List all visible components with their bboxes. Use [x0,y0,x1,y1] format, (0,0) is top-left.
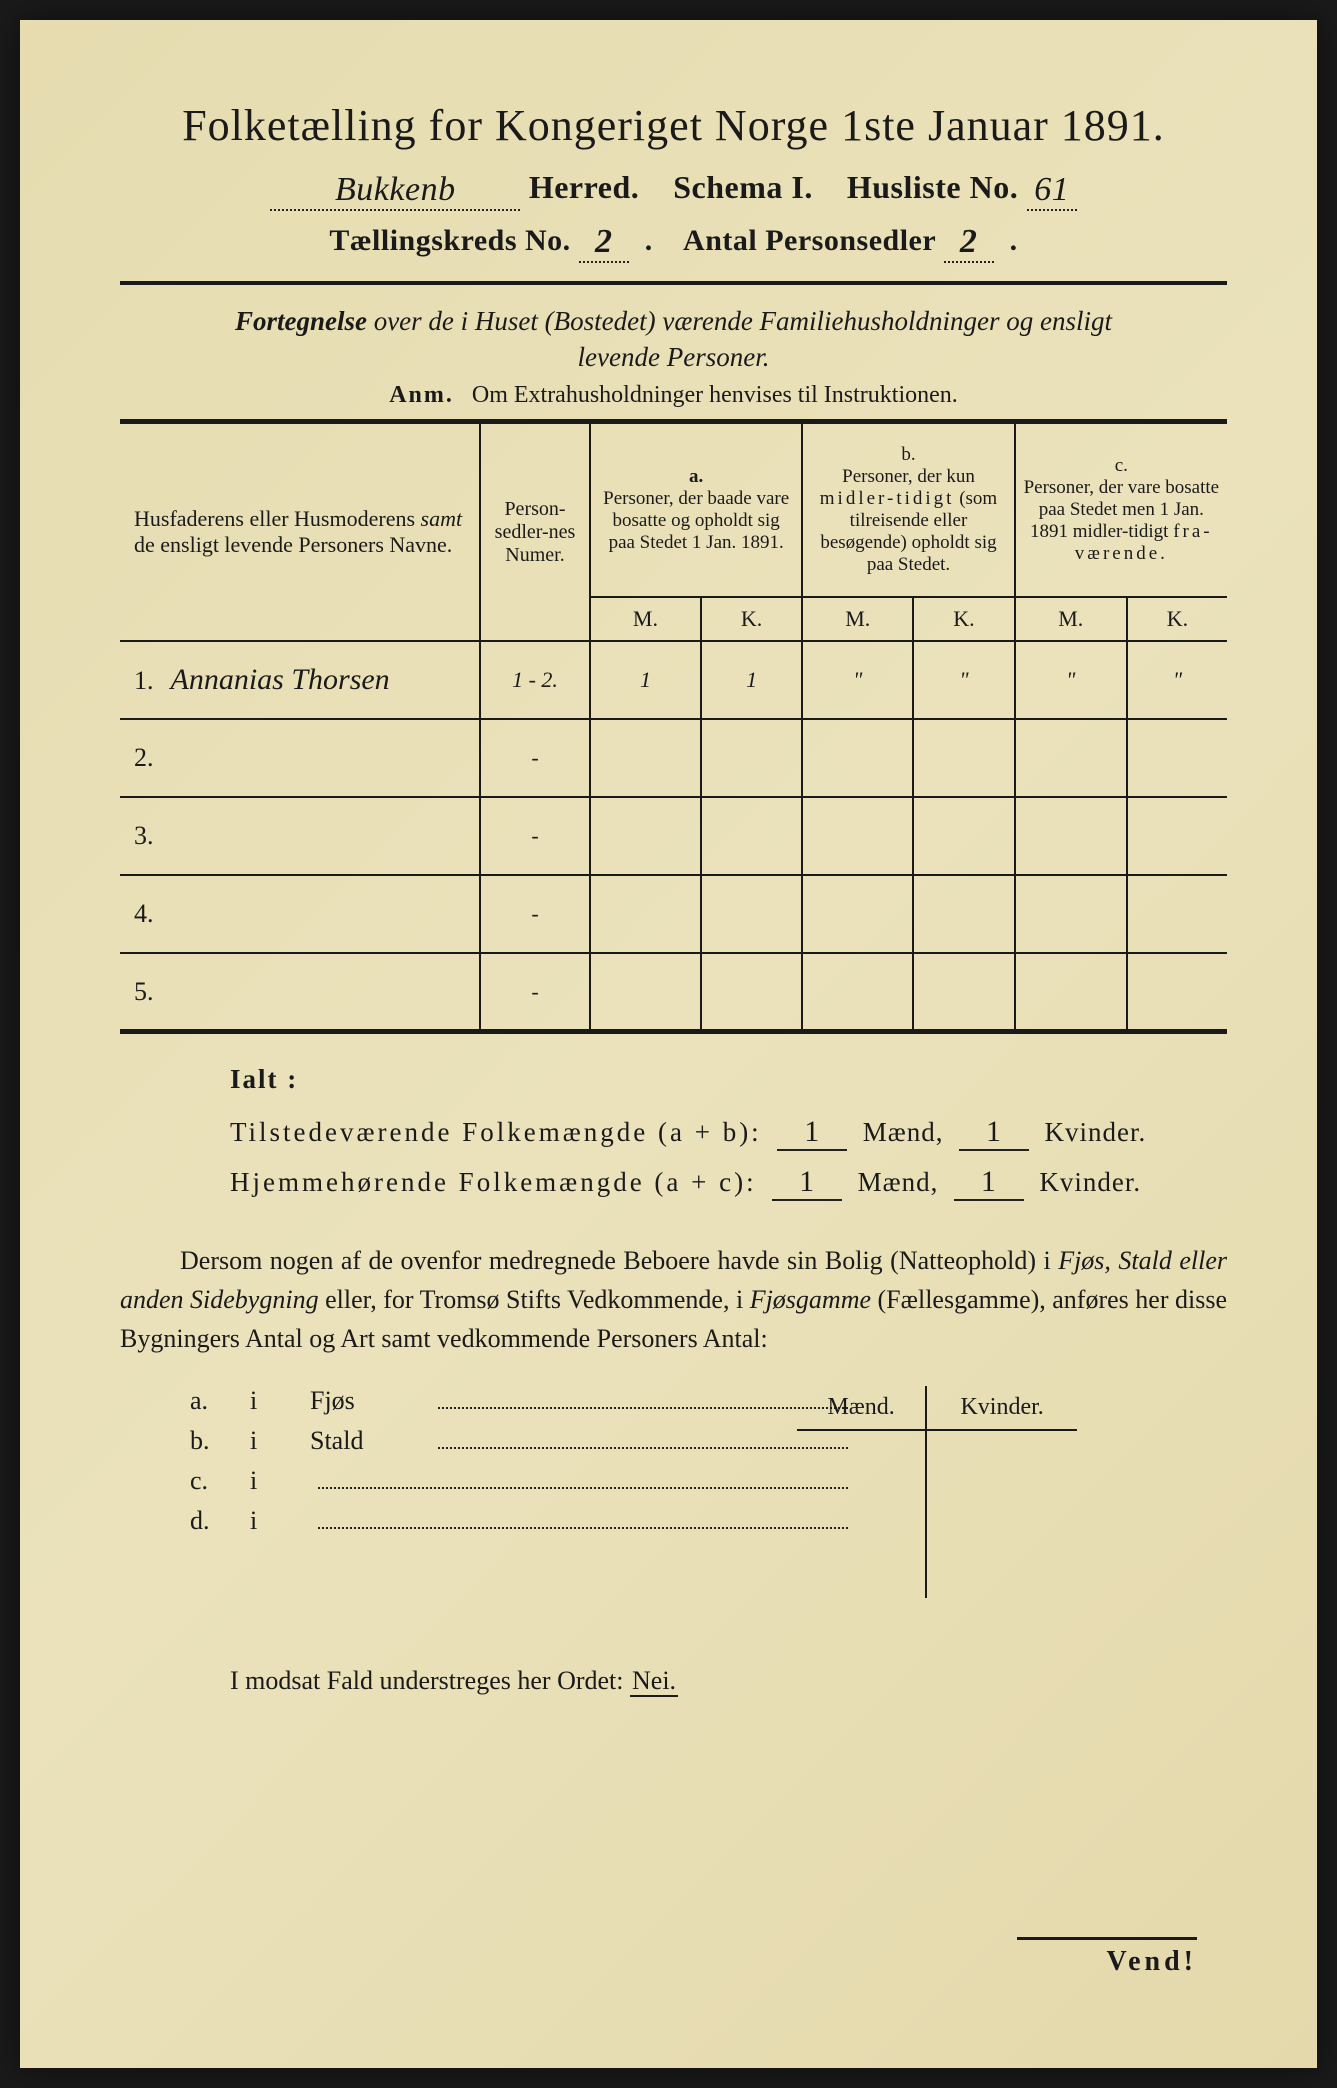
table-row: 4. - [120,875,1227,953]
mk-small-table: Mænd. Kvinder. [797,1386,1077,1598]
table-row: 5. - [120,953,1227,1031]
mk-b-k: K. [913,597,1014,641]
col-a-header: a. Personer, der baade vare bosatte og o… [590,421,802,597]
col-b-header: b. Personer, der kun midler-tidigt (som … [802,421,1014,597]
header-line-2: Tællingskreds No. 2 . Antal Personsedler… [120,221,1227,261]
table-row: 1. Annanias Thorsen 1 - 2. 1 1 " " " " [120,641,1227,719]
mk-a-k: K. [701,597,802,641]
table-row: 2. - [120,719,1227,797]
husliste-value: 61 [1027,171,1077,211]
nei-line: I modsat Fald understreges her Ordet: Ne… [230,1666,1227,1696]
mk-c-m: M. [1015,597,1127,641]
main-table: Husfaderens eller Husmoderens samt de en… [120,419,1227,1034]
col1-header: Husfaderens eller Husmoderens samt de en… [120,421,480,641]
antal-value: 2 [944,223,994,263]
husliste-label: Husliste No. [847,169,1018,205]
kreds-label: Tællingskreds No. [329,224,570,257]
census-form-page: Folketælling for Kongeriget Norge 1ste J… [20,20,1317,2068]
page-title: Folketælling for Kongeriget Norge 1ste J… [120,100,1227,151]
col-c-header: c. Personer, der vare bosatte paa Stedet… [1015,421,1227,597]
mk-c-k: K. [1127,597,1227,641]
nei-word: Nei. [630,1666,678,1697]
kreds-value: 2 [579,223,629,263]
vend-label: Vend! [1017,1937,1197,1978]
mk-maend: Mænd. [797,1386,926,1430]
ialt-line-2: Hjemmehørende Folkemængde (a + c): 1 Mæn… [230,1165,1227,1201]
anm-label: Anm. [389,382,454,408]
col2-header: Person-sedler-nes Numer. [480,421,590,641]
ialt-section: Ialt : Tilstedeværende Folkemængde (a + … [230,1064,1227,1201]
herred-label: Herred. [529,169,639,205]
antal-label: Antal Personsedler [683,224,936,257]
ialt-line-1: Tilstedeværende Folkemængde (a + b): 1 M… [230,1115,1227,1151]
anm-text: Om Extrahusholdninger henvises til Instr… [472,382,958,408]
mk-a-m: M. [590,597,701,641]
herred-value: Bukkenb [270,171,520,211]
mk-kvinder: Kvinder. [926,1386,1077,1430]
table-row: 3. - [120,797,1227,875]
header-line-1: Bukkenb Herred. Schema I. Husliste No. 6… [120,169,1227,209]
ialt-label: Ialt : [230,1064,1227,1095]
schema-label: Schema I. [673,169,813,205]
building-paragraph: Dersom nogen af de ovenfor medregnede Be… [120,1241,1227,1358]
building-area: Mænd. Kvinder. a. i Fjøs b. i Stald c [120,1386,1227,1616]
mk-b-m: M. [802,597,913,641]
divider [120,281,1227,285]
anm-note: Anm. Om Extrahusholdninger henvises til … [120,382,1227,409]
subtitle: Fortegnelse Fortegnelse over de i Huset … [120,303,1227,376]
